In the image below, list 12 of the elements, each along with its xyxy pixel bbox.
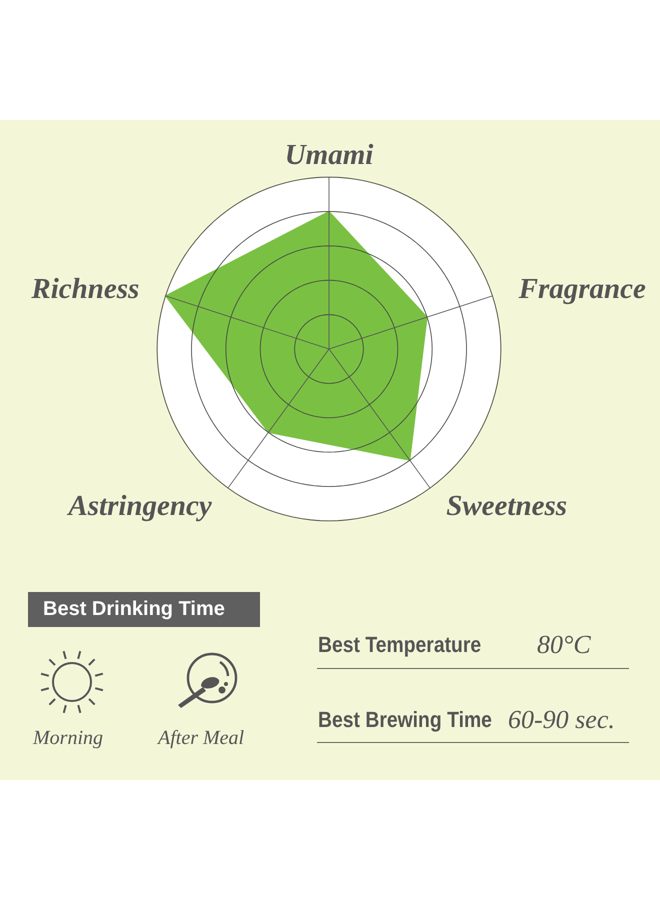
text: Best Brewing Time bbox=[318, 707, 492, 733]
text: 60-90 sec. bbox=[508, 705, 615, 735]
text: 80°C bbox=[537, 630, 591, 660]
spoke-label: Astringency bbox=[66, 490, 212, 522]
spoke-label: Sweetness bbox=[446, 490, 568, 522]
text: Morning bbox=[33, 727, 103, 750]
spoke-label: Richness bbox=[30, 272, 140, 305]
text: After Meal bbox=[158, 727, 244, 750]
text: Best Drinking Time bbox=[28, 592, 260, 627]
spoke-label: Umami bbox=[284, 138, 374, 171]
text: Best Temperature bbox=[318, 632, 482, 658]
spoke-label: Fragrance bbox=[518, 272, 646, 305]
